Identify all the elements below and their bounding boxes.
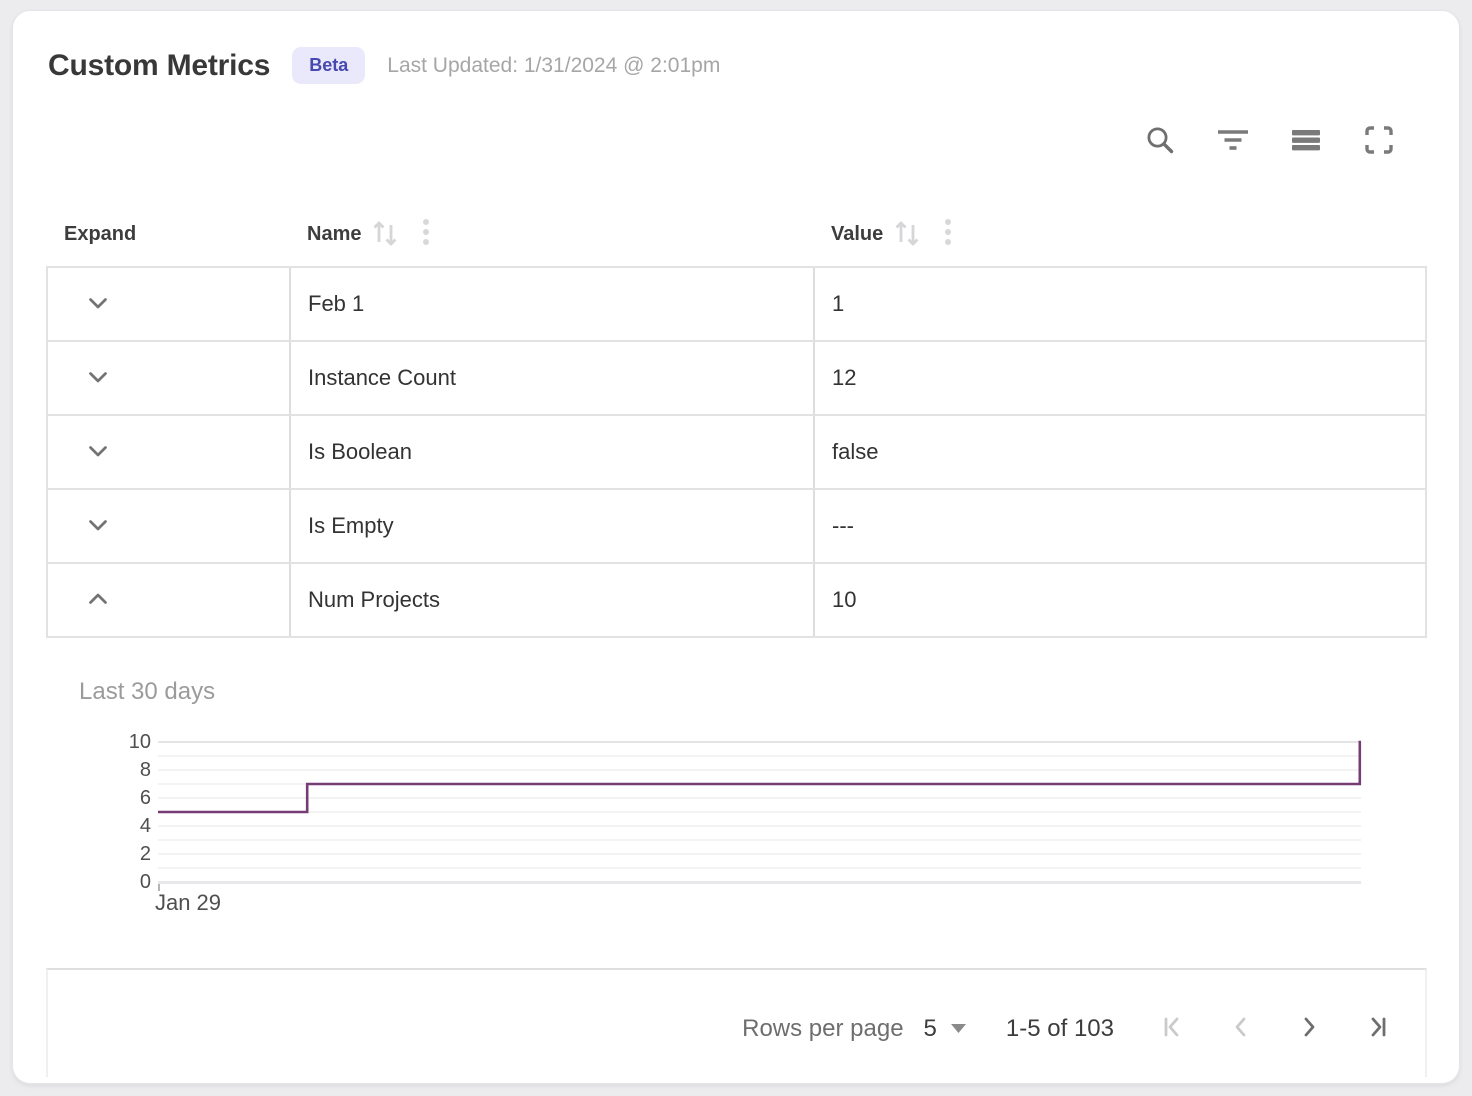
previous-page-icon	[1227, 1013, 1255, 1044]
cell-value: 1	[832, 291, 845, 316]
table-footer: Rows per page 5 1-5 of 103	[46, 968, 1427, 1077]
table-row: Num Projects 10	[48, 564, 1425, 638]
beta-badge: Beta	[292, 47, 366, 84]
chart-plot	[158, 740, 1362, 891]
filter-button[interactable]	[1215, 124, 1251, 158]
expand-row-button[interactable]	[78, 506, 118, 546]
custom-metrics-card: Custom Metrics Beta Last Updated: 1/31/2…	[12, 10, 1460, 1084]
pagination-controls	[1158, 1014, 1392, 1044]
cell-value: ---	[832, 513, 854, 538]
column-menu-icon[interactable]	[943, 216, 953, 254]
last-updated-text: Last Updated: 1/31/2024 @ 2:01pm	[387, 53, 721, 77]
expand-row-button[interactable]	[78, 358, 118, 398]
fullscreen-button[interactable]	[1361, 124, 1397, 158]
expand-row-button[interactable]	[78, 432, 118, 472]
chart-x-axis: Jan 29	[79, 890, 1459, 924]
cell-value: false	[832, 439, 879, 464]
table-header-row: Expand Name Value	[46, 203, 1427, 266]
table-row: Is Boolean false	[48, 416, 1425, 490]
last-page-button[interactable]	[1362, 1014, 1392, 1044]
filter-icon	[1215, 125, 1251, 158]
first-page-button[interactable]	[1158, 1014, 1188, 1044]
table-row: Instance Count 12	[48, 342, 1425, 416]
search-button[interactable]	[1142, 124, 1178, 158]
density-button[interactable]	[1288, 124, 1324, 158]
expand-row-button[interactable]	[78, 284, 118, 324]
cell-value: 10	[832, 587, 857, 612]
sort-icon[interactable]	[891, 215, 923, 255]
cell-name: Is Boolean	[291, 416, 815, 488]
chart-title: Last 30 days	[79, 678, 216, 705]
next-page-button[interactable]	[1294, 1014, 1324, 1044]
sort-icon[interactable]	[369, 215, 401, 255]
last-page-icon	[1363, 1013, 1391, 1044]
x-axis-tick	[158, 883, 160, 891]
rows-per-page-label: Rows per page	[742, 1014, 904, 1042]
pagination-range-label: 1-5 of 103	[1005, 1014, 1114, 1042]
column-header-name[interactable]: Name	[289, 215, 813, 255]
density-icon	[1291, 125, 1321, 158]
chevron-down-icon	[85, 290, 111, 319]
chevron-down-icon	[85, 438, 111, 467]
row-detail-panel: Last 30 days 0 2 4 6 8 10 Jan 29	[13, 638, 1459, 924]
cell-value: 12	[832, 365, 857, 390]
collapse-row-button[interactable]	[78, 580, 118, 620]
search-icon	[1144, 124, 1176, 159]
fullscreen-icon	[1363, 124, 1395, 159]
cell-name: Is Empty	[291, 490, 815, 562]
cell-name: Instance Count	[291, 342, 815, 414]
rows-per-page-caret-icon[interactable]	[950, 1024, 966, 1033]
page-header: Custom Metrics Beta Last Updated: 1/31/2…	[13, 11, 1459, 84]
column-header-name-label: Name	[307, 223, 362, 245]
grid-toolbar	[13, 84, 1459, 158]
column-header-value[interactable]: Value	[813, 215, 1427, 255]
chart-y-axis: 0 2 4 6 8 10	[128, 731, 151, 893]
column-menu-icon[interactable]	[421, 216, 431, 254]
column-header-value-label: Value	[831, 223, 884, 245]
column-header-expand-label: Expand	[64, 223, 137, 245]
cell-name: Feb 1	[291, 268, 815, 340]
first-page-icon	[1159, 1013, 1187, 1044]
table-row: Is Empty ---	[48, 490, 1425, 564]
x-tick-label: Jan 29	[154, 890, 222, 915]
chevron-down-icon	[85, 364, 111, 393]
table-body: Feb 1 1 Instance Count 12	[46, 266, 1427, 638]
chevron-up-icon	[85, 586, 111, 615]
rows-per-page-select[interactable]: 5	[923, 1014, 937, 1042]
metric-history-chart: 0 2 4 6 8 10	[79, 731, 1459, 893]
cell-name: Num Projects	[291, 564, 815, 636]
table-row: Feb 1 1	[48, 268, 1425, 342]
next-page-icon	[1295, 1013, 1323, 1044]
metrics-table: Expand Name Value	[46, 203, 1427, 638]
column-header-expand: Expand	[46, 223, 289, 246]
previous-page-button[interactable]	[1226, 1014, 1256, 1044]
chevron-down-icon	[85, 512, 111, 541]
page-title: Custom Metrics	[48, 48, 271, 82]
